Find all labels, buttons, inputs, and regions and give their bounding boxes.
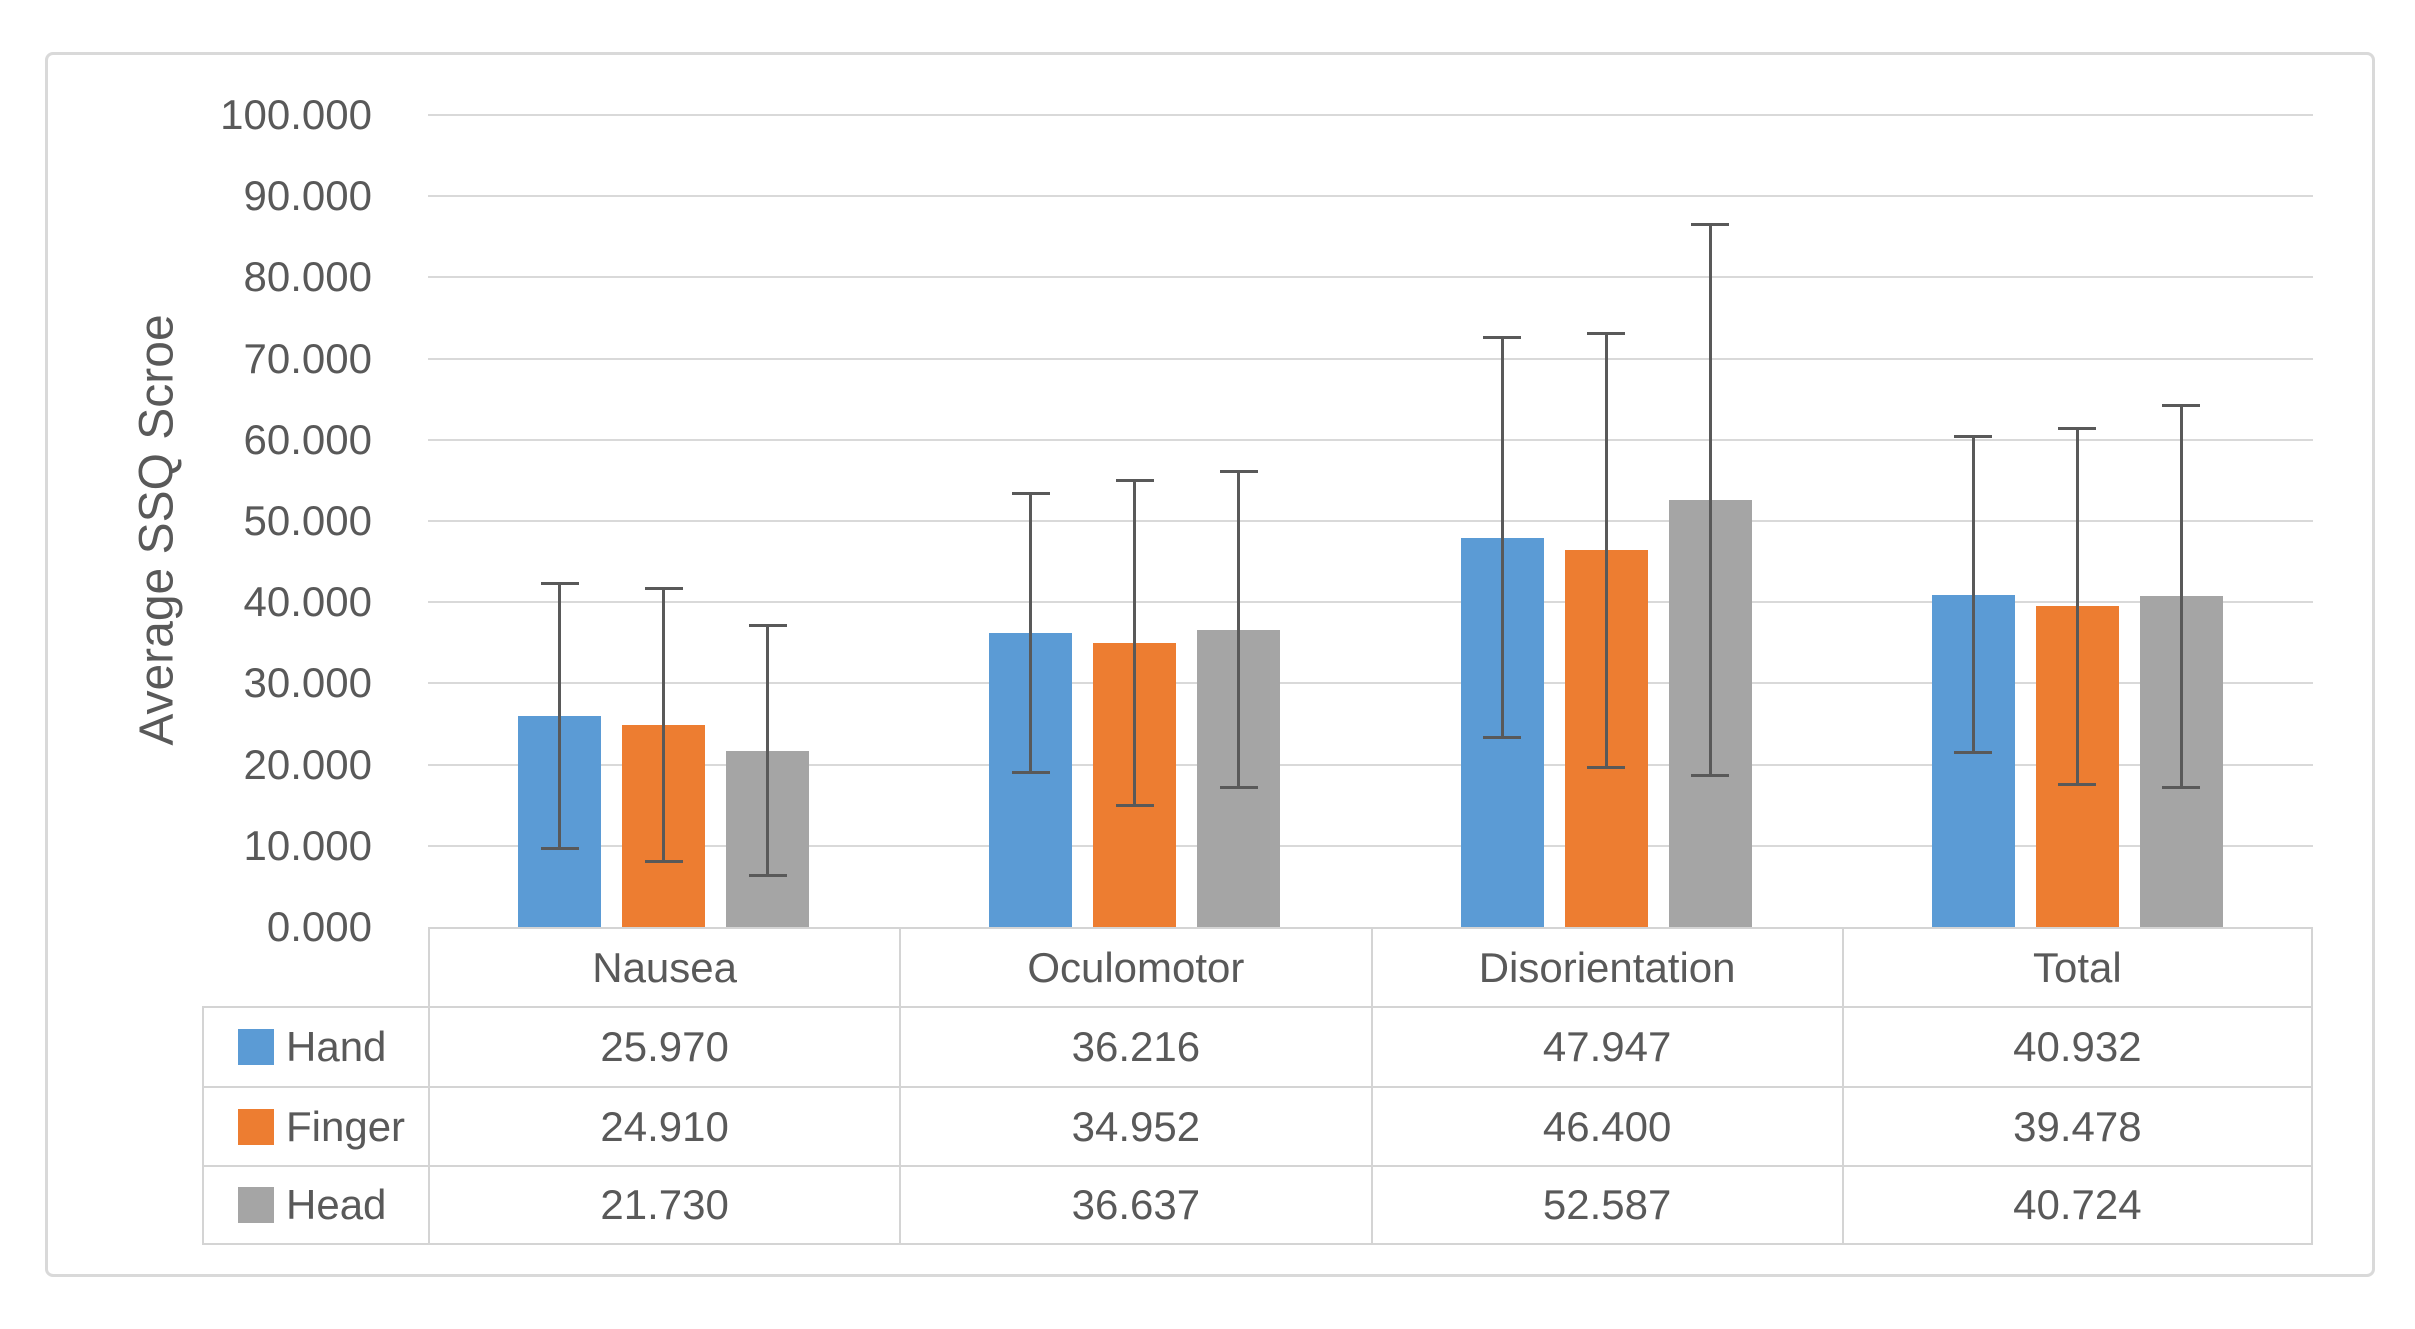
error-bar-bottom-cap: [748, 874, 787, 878]
y-tick-label-20.000: 20.000: [243, 740, 372, 788]
table-cell-finger-disorientation: 46.400: [1370, 1086, 1842, 1165]
error-bar-stem: [558, 583, 562, 849]
legend-swatch-head: [238, 1187, 274, 1223]
error-bar-stem: [2075, 428, 2079, 785]
error-bar-stem: [1237, 471, 1241, 788]
error-bar-top-cap: [540, 582, 579, 586]
table-cell-finger-total: 39.478: [1841, 1086, 2313, 1165]
legend-label-hand: Hand: [286, 1023, 387, 1070]
table-cell-finger-nausea: 24.910: [428, 1086, 900, 1165]
table-header-nausea: Nausea: [428, 927, 900, 1006]
error-bar-stem: [662, 588, 666, 862]
y-tick-label-80.000: 80.000: [243, 253, 372, 301]
error-bar-bottom-cap: [540, 846, 579, 850]
error-bar-top-cap: [644, 586, 683, 590]
table-cell-head-nausea: 21.730: [428, 1165, 900, 1245]
gridline-30: [428, 682, 2313, 685]
error-bar-bottom-cap: [1691, 773, 1730, 777]
legend-item-finger: Finger: [202, 1086, 428, 1165]
table-cell-head-oculomotor: 36.637: [899, 1165, 1371, 1245]
y-tick-label-0.000: 0.000: [266, 903, 372, 950]
legend-swatch-hand: [238, 1029, 274, 1065]
legend-label-finger: Finger: [286, 1102, 406, 1150]
error-bar-stem: [1971, 436, 1975, 753]
error-bar-bottom-cap: [1115, 804, 1154, 808]
error-bar-top-cap: [1483, 336, 1522, 340]
error-bar-bottom-cap: [1954, 751, 1993, 755]
error-bar-top-cap: [1219, 469, 1258, 473]
error-bar-bottom-cap: [1219, 786, 1258, 790]
error-bar-top-cap: [1691, 223, 1730, 227]
error-bar-stem: [1500, 337, 1504, 738]
error-bar-bottom-cap: [644, 859, 683, 863]
error-bar-stem: [766, 625, 770, 876]
error-bar-stem: [1133, 480, 1137, 806]
error-bar-top-cap: [2058, 427, 2097, 431]
gridline-90: [428, 195, 2313, 198]
y-tick-label-10.000: 10.000: [243, 821, 372, 869]
gridline-70: [428, 357, 2313, 360]
y-tick-label-100.000: 100.000: [220, 91, 372, 138]
legend-item-head: Head: [202, 1165, 428, 1245]
error-bar-stem: [1604, 333, 1608, 768]
table-cell-head-disorientation: 52.587: [1370, 1165, 1842, 1245]
gridline-60: [428, 438, 2313, 441]
error-bar-bottom-cap: [2162, 785, 2201, 789]
error-bar-stem: [1708, 224, 1712, 776]
table-header-disorientation: Disorientation: [1370, 927, 1842, 1006]
y-tick-label-60.000: 60.000: [243, 415, 372, 463]
table-cell-hand-total: 40.932: [1841, 1006, 2313, 1086]
y-tick-label-50.000: 50.000: [243, 497, 372, 544]
error-bar-top-cap: [1011, 491, 1050, 495]
error-bar-top-cap: [1587, 331, 1626, 335]
error-bar-stem: [1029, 493, 1033, 773]
y-tick-label-70.000: 70.000: [243, 334, 372, 382]
table-header-oculomotor: Oculomotor: [899, 927, 1371, 1006]
gridline-20: [428, 763, 2313, 766]
table-cell-hand-disorientation: 47.947: [1370, 1006, 1842, 1086]
gridline-100: [428, 114, 2313, 116]
error-bar-bottom-cap: [1587, 765, 1626, 769]
y-tick-label-40.000: 40.000: [243, 578, 372, 626]
gridline-80: [428, 276, 2313, 279]
table-cell-hand-nausea: 25.970: [428, 1006, 900, 1086]
gridline-40: [428, 601, 2313, 604]
error-bar-bottom-cap: [2058, 782, 2097, 786]
table-cell-head-total: 40.724: [1841, 1165, 2313, 1245]
table-cell-hand-oculomotor: 36.216: [899, 1006, 1371, 1086]
legend-swatch-finger: [238, 1108, 274, 1145]
error-bar-top-cap: [1954, 434, 1993, 438]
legend-label-head: Head: [286, 1181, 387, 1228]
error-bar-bottom-cap: [1011, 771, 1050, 775]
y-tick-label-90.000: 90.000: [243, 172, 372, 220]
y-tick-label-30.000: 30.000: [243, 659, 372, 707]
error-bar-stem: [2179, 405, 2183, 788]
table-header-total: Total: [1841, 927, 2313, 1006]
gridline-10: [428, 844, 2313, 847]
error-bar-top-cap: [748, 624, 787, 627]
error-bar-top-cap: [2162, 404, 2201, 407]
error-bar-top-cap: [1115, 479, 1154, 483]
table-cell-finger-oculomotor: 34.952: [899, 1086, 1371, 1165]
gridline-50: [428, 520, 2313, 522]
legend-item-hand: Hand: [202, 1006, 428, 1086]
error-bar-bottom-cap: [1483, 735, 1522, 739]
